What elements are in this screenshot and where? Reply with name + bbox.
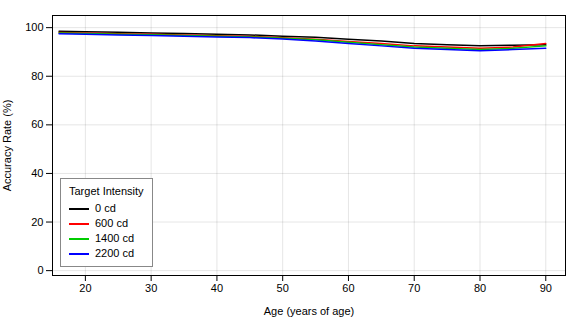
svg-text:100: 100: [25, 21, 43, 33]
svg-text:60: 60: [31, 118, 43, 130]
html-text:1400 cd: 1400 cd: [95, 232, 135, 244]
svg-text:30: 30: [145, 282, 157, 294]
svg-text:50: 50: [277, 282, 289, 294]
svg-text:40: 40: [31, 167, 43, 179]
svg-text:40: 40: [211, 282, 223, 294]
svg-text:Age (years of age): Age (years of age): [264, 305, 355, 317]
svg-text:Accuracy Rate (%): Accuracy Rate (%): [1, 100, 13, 192]
svg-text:90: 90: [540, 282, 552, 294]
svg-text:60: 60: [342, 282, 354, 294]
svg-text:20: 20: [79, 282, 91, 294]
html-text:2200 cd: 2200 cd: [95, 247, 135, 259]
svg-text:0: 0: [37, 264, 43, 276]
svg-text:70: 70: [408, 282, 420, 294]
svg-text:80: 80: [31, 70, 43, 82]
html-text:0 cd: 0 cd: [95, 202, 116, 214]
svg-text:80: 80: [474, 282, 486, 294]
html-text:600 cd: 600 cd: [95, 217, 128, 229]
svg-text:20: 20: [31, 216, 43, 228]
html-text:Target Intensity: Target Intensity: [69, 185, 144, 197]
